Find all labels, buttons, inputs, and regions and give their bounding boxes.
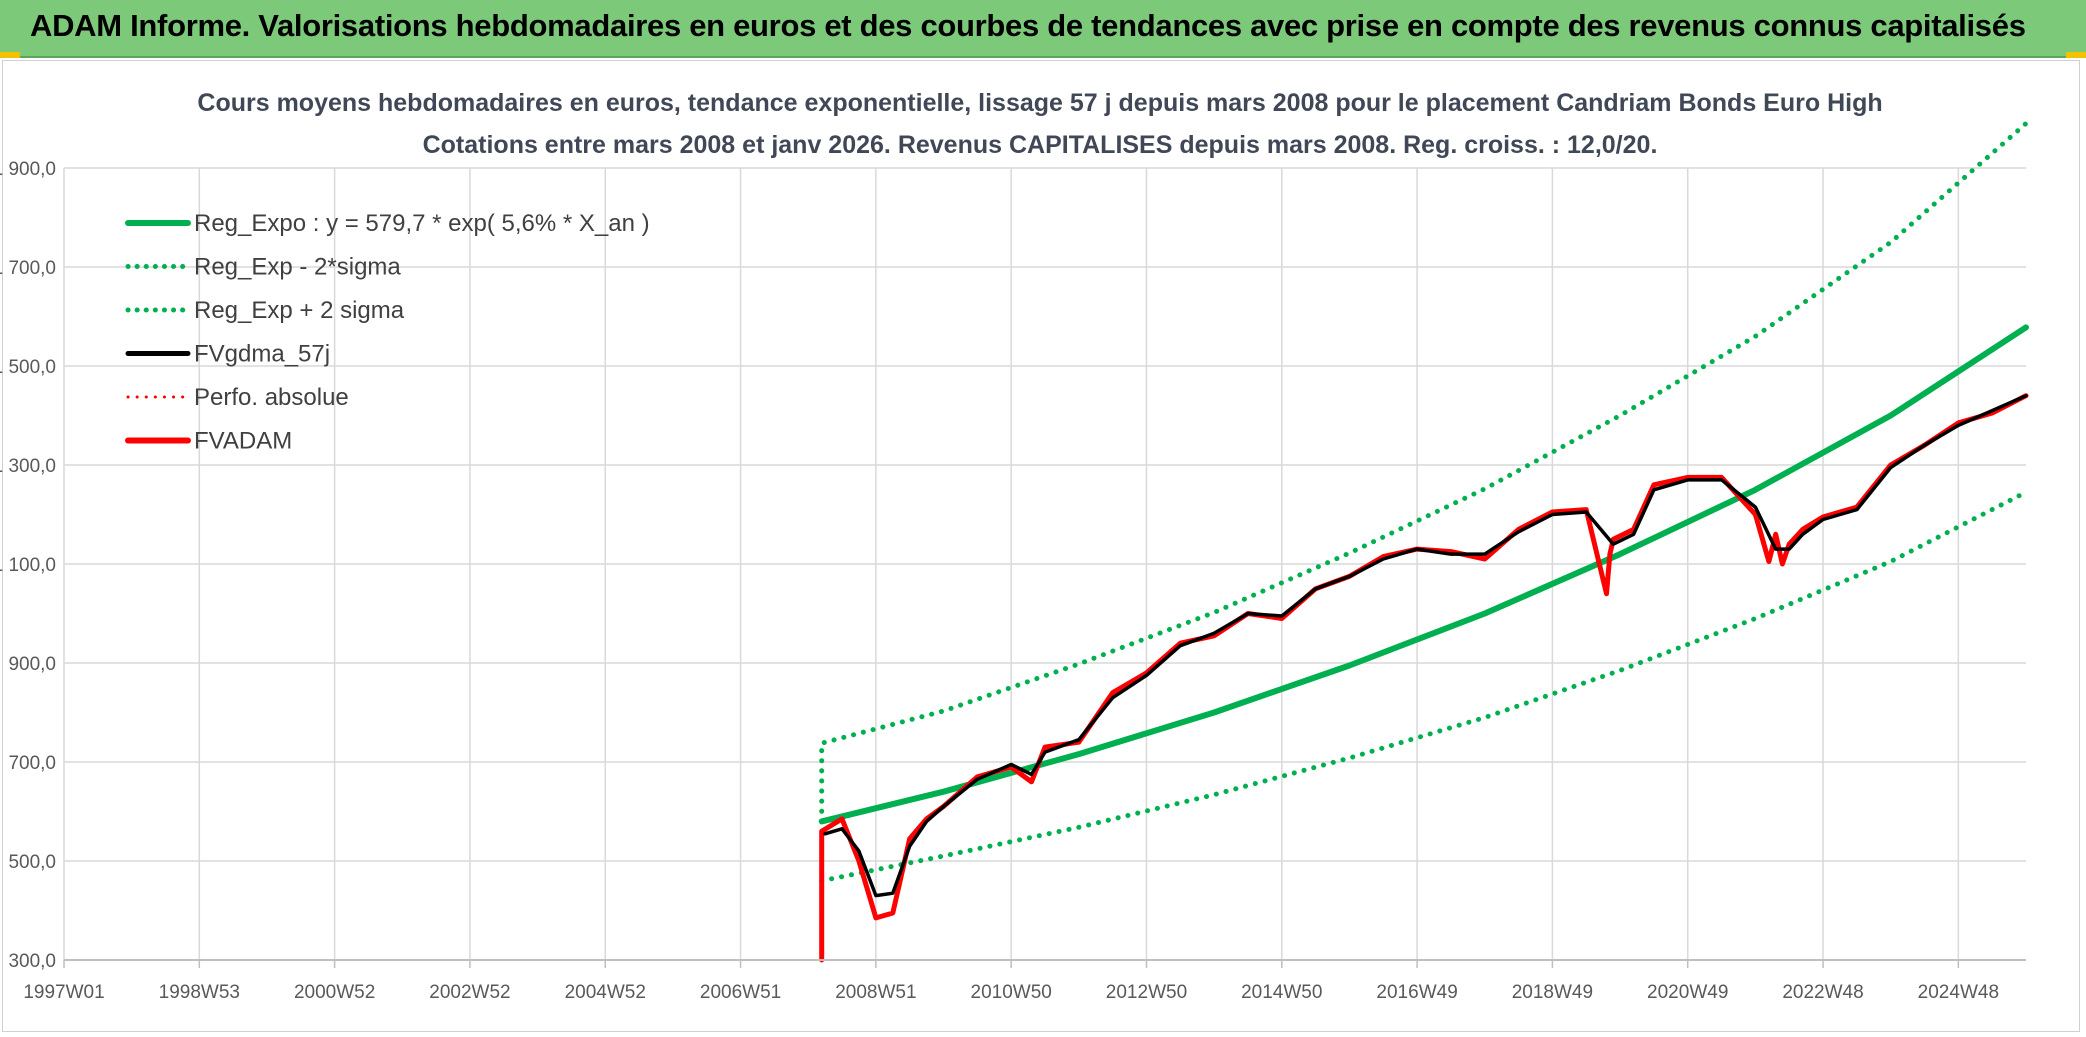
y-tick-label: 1 700,0 [0, 258, 56, 279]
series-fvadam [819, 393, 2029, 963]
x-tick-label: 2008W51 [835, 982, 916, 1003]
y-tick-label: 900,0 [8, 654, 56, 675]
y-tick-label: 500,0 [8, 852, 56, 873]
axes: 300,0 500,0 700,0 900,0 1 100,0 1 300,0 1 500,… [0, 159, 2026, 1003]
series-lines [818, 121, 2029, 963]
legend-label: Perfo. absolue [194, 384, 349, 411]
x-tick-label: 2022W48 [1782, 982, 1863, 1003]
x-tick-label: 1998W53 [159, 982, 240, 1003]
x-tick-label: 2018W49 [1512, 982, 1593, 1003]
report-header: ADAM Informe. Valorisations hebdomadaire… [0, 0, 2086, 58]
series-reg-exp-plus-2sigma [819, 121, 2029, 824]
legend-label: Reg_Exp - 2*sigma [194, 254, 401, 281]
series-reg-expo [818, 324, 2029, 825]
x-tick-label: 2000W52 [294, 982, 375, 1003]
chart-title-line-2: Cotations entre mars 2008 et janv 2026. … [423, 131, 1658, 159]
x-tick-label: 2002W52 [429, 982, 510, 1003]
x-tick-label: 2020W49 [1647, 982, 1728, 1003]
y-tick-label: 300,0 [8, 951, 56, 972]
y-tick-label: 1 100,0 [0, 555, 56, 576]
series-fvgdma-57j [823, 393, 2028, 898]
y-tick-label: 1 300,0 [0, 456, 56, 477]
y-tick-label: 1 900,0 [0, 159, 56, 180]
legend-label: Reg_Expo : y = 579,7 * exp( 5,6% * X_an … [194, 210, 650, 237]
chart-frame [2, 60, 2080, 1032]
series-perfo-absolue [820, 394, 2028, 962]
x-tick-label: 2012W50 [1106, 982, 1187, 1003]
corner-mark-left [0, 52, 20, 58]
series-reg-exp-minus-2sigma [819, 489, 2029, 884]
x-tick-label: 2004W52 [565, 982, 646, 1003]
legend-label: FVADAM [194, 428, 292, 455]
legend: Reg_Expo : y = 579,7 * exp( 5,6% * X_an … [125, 210, 650, 455]
corner-mark-right [2066, 52, 2086, 58]
chart-title-line-1: Cours moyens hebdomadaires en euros, ten… [197, 89, 1882, 117]
x-tick-label: 2014W50 [1241, 982, 1322, 1003]
x-tick-label: 1997W01 [23, 982, 104, 1003]
chart-title-background [246, 82, 1836, 166]
grid [63, 167, 2026, 961]
legend-label: FVgdma_57j [194, 341, 330, 368]
report-title: ADAM Informe. Valorisations hebdomadaire… [30, 8, 2026, 43]
y-tick-label: 700,0 [8, 753, 56, 774]
chart-title: Cours moyens hebdomadaires en euros, ten… [197, 82, 1883, 166]
legend-label: Reg_Exp + 2 sigma [194, 297, 405, 324]
x-tick-label: 2024W48 [1918, 982, 1999, 1003]
x-tick-label: 2010W50 [971, 982, 1052, 1003]
x-tick-label: 2016W49 [1376, 982, 1457, 1003]
x-tick-label: 2006W51 [700, 982, 781, 1003]
y-tick-label: 1 500,0 [0, 357, 56, 378]
